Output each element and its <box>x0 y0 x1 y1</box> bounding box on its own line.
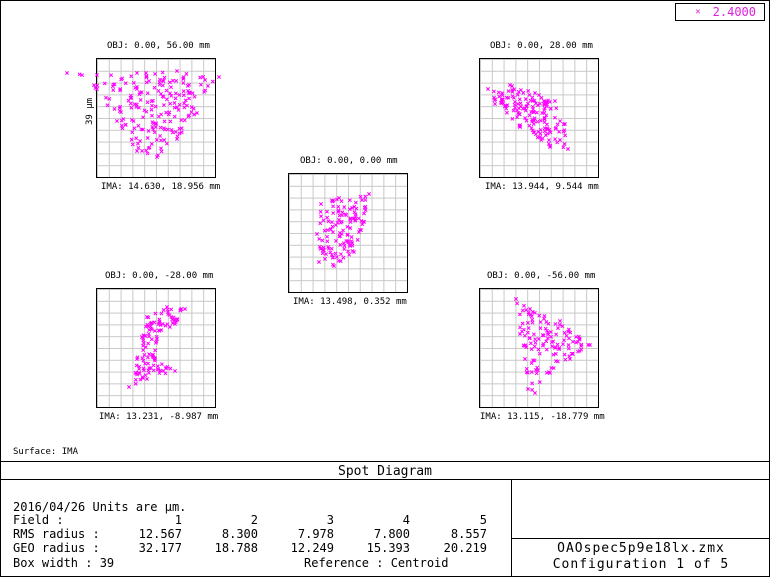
field-5-spot-svg <box>514 297 592 395</box>
field-5-spot-box <box>479 288 599 408</box>
diagram-title: Spot Diagram <box>1 461 769 480</box>
rms-value: 8.300 <box>221 527 258 541</box>
rms-row-label: RMS radius : <box>13 527 100 541</box>
field-number: 5 <box>479 513 487 527</box>
field-3-spot-box <box>96 288 216 408</box>
field-number: 1 <box>174 513 182 527</box>
rms-value: 7.978 <box>297 527 334 541</box>
field-5-ima-label: IMA: 13.115, -18.779 mm <box>480 412 605 422</box>
file-name: OAOspec5p9e18lx.zmx <box>557 541 725 556</box>
scale-bar-label: 39 µm <box>85 97 95 125</box>
surface-label: Surface: IMA <box>13 447 79 457</box>
field-number: 4 <box>402 513 410 527</box>
reference-text: Reference : Centroid <box>304 556 449 570</box>
file-panel: OAOspec5p9e18lx.zmx Configuration 1 of 5 <box>511 480 770 576</box>
rms-value: 7.800 <box>373 527 410 541</box>
rms-value: 12.567 <box>138 527 182 541</box>
field-1-obj-label: OBJ: 0.00, 0.00 mm <box>300 156 398 166</box>
rms-value: 8.557 <box>450 527 487 541</box>
geo-value: 12.249 <box>290 541 334 555</box>
geo-value: 32.177 <box>138 541 182 555</box>
field-row-label: Field : <box>13 513 64 527</box>
spot-diagram-plot-area: ✕ 2.4000 OBJ: 0.00, 56.00 mm 39 µm IMA: … <box>1 1 769 461</box>
date-units-text: 2016/04/26 Units are µm. <box>13 500 187 514</box>
wavelength-legend: ✕ 2.4000 <box>675 3 765 21</box>
configuration-text: Configuration 1 of 5 <box>552 557 730 572</box>
field-4-spot-box <box>65 58 221 178</box>
field-4-ima-label: IMA: 14.630, 18.956 mm <box>101 182 221 192</box>
wavelength-value: 2.4000 <box>712 5 756 19</box>
field-1-spot-box <box>288 173 408 293</box>
field-3-obj-label: OBJ: 0.00, -28.00 mm <box>105 271 214 281</box>
field-5-obj-label: OBJ: 0.00, -56.00 mm <box>487 271 596 281</box>
field-2-spot-box <box>479 58 599 178</box>
geo-value: 20.219 <box>443 541 487 555</box>
box-width-text: Box width : 39 <box>13 556 115 570</box>
field-2-ima-label: IMA: 13.944, 9.544 mm <box>485 182 599 192</box>
field-number: 2 <box>250 513 258 527</box>
geo-row-label: GEO radius : <box>13 541 100 555</box>
field-3-ima-label: IMA: 13.231, -8.987 mm <box>99 412 219 422</box>
wavelength-marker-icon: ✕ <box>695 7 701 17</box>
field-4-obj-label: OBJ: 0.00, 56.00 mm <box>107 41 210 51</box>
field-number: 3 <box>326 513 334 527</box>
field-1-spot-svg <box>315 192 371 268</box>
field-2-spot-svg <box>486 83 570 151</box>
file-panel-divider <box>512 538 770 539</box>
geo-value: 15.393 <box>366 541 410 555</box>
field-2-obj-label: OBJ: 0.00, 28.00 mm <box>490 41 593 51</box>
field-1-ima-label: IMA: 13.498, 0.352 mm <box>293 297 407 307</box>
field-3-spot-svg <box>127 305 187 389</box>
info-panel: 2016/04/26 Units are µm. Field : 1 2 3 4… <box>1 480 511 576</box>
field-4-spot-svg <box>65 69 221 159</box>
geo-value: 18.788 <box>214 541 258 555</box>
